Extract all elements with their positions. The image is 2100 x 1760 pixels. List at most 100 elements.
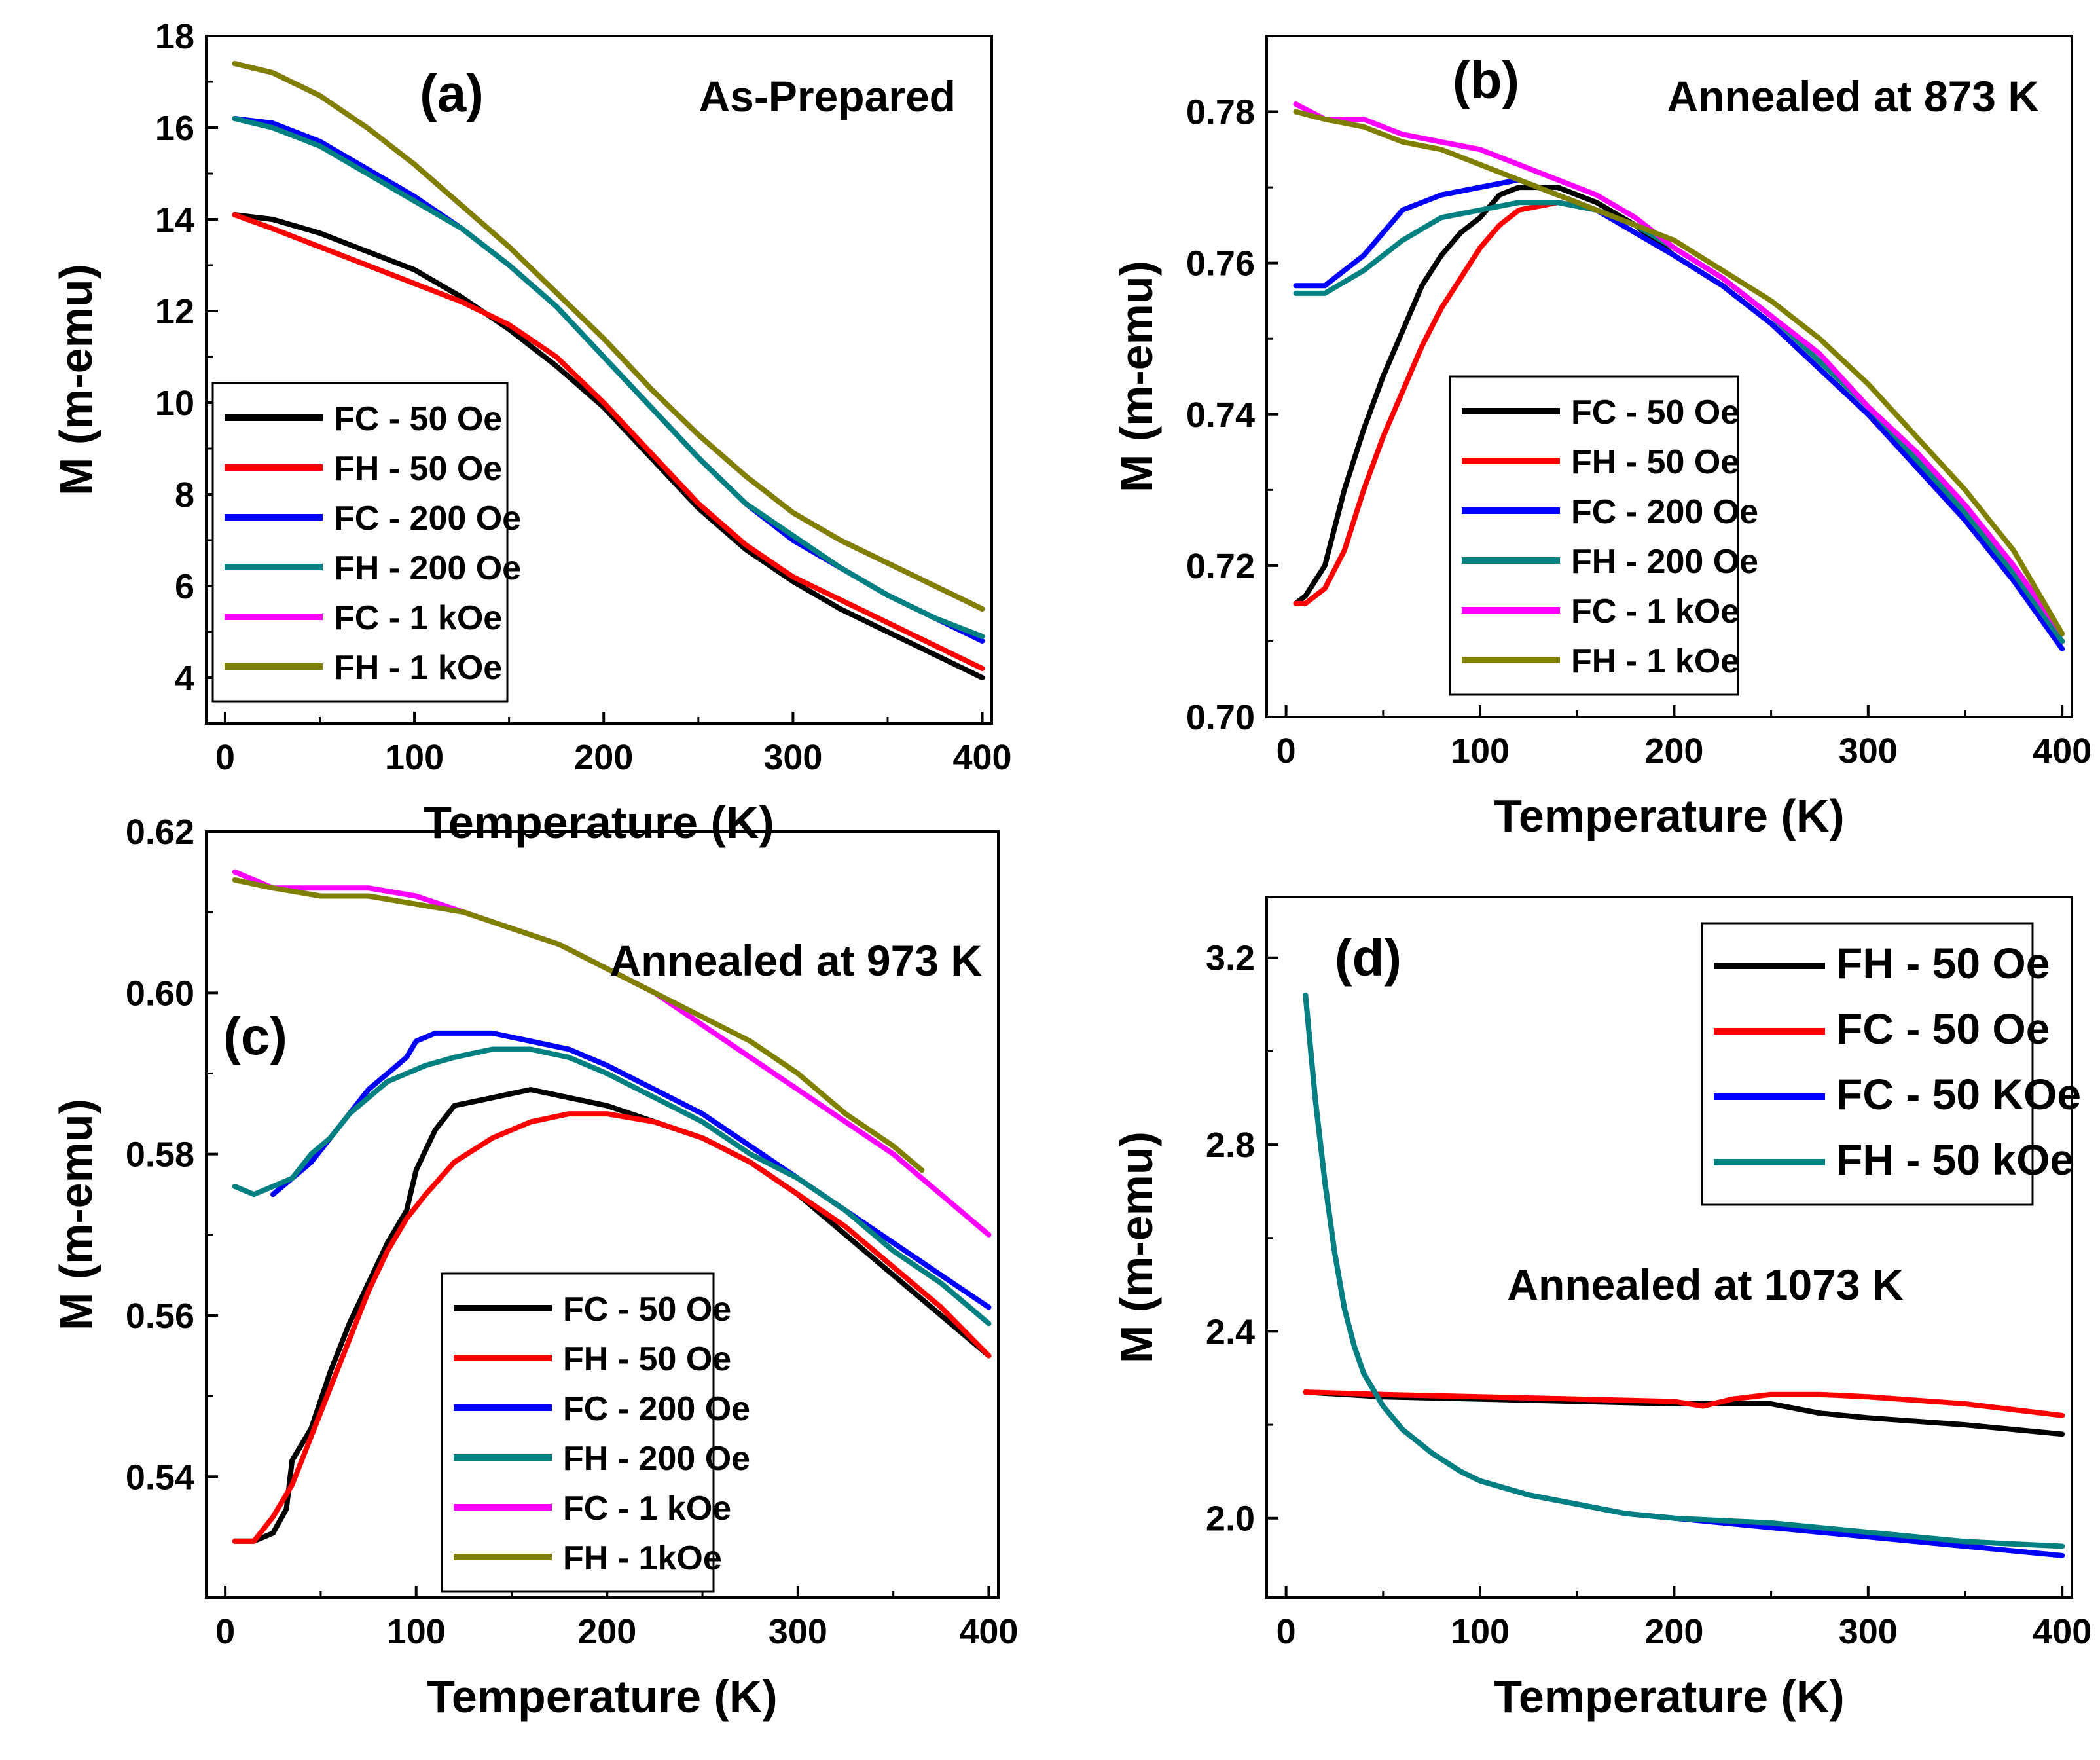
legend-label-a-2: FC - 200 Oe bbox=[334, 500, 521, 538]
legend-label-b-5: FH - 1 kOe bbox=[1571, 642, 1739, 680]
y-axis-label-a: M (m-emu) bbox=[50, 264, 101, 496]
y-tick-label-b: 0.72 bbox=[1186, 547, 1255, 586]
legend-label-d-1: FC - 50 Oe bbox=[1836, 1004, 2050, 1053]
annotation-b: Annealed at 873 K bbox=[1667, 72, 2039, 120]
x-tick-label-a: 0 bbox=[215, 738, 235, 777]
series-line-c-5 bbox=[232, 877, 925, 1173]
x-axis-label-b: Temperature (K) bbox=[1494, 790, 1844, 841]
legend-label-a-3: FH - 200 Oe bbox=[334, 549, 521, 587]
x-tick-label-a: 400 bbox=[952, 738, 1011, 777]
x-axis-label-c: Temperature (K) bbox=[427, 1671, 777, 1722]
x-tick-label-b: 0 bbox=[1276, 731, 1296, 771]
legend-label-c-1: FH - 50 Oe bbox=[563, 1340, 731, 1378]
x-tick-label-d: 100 bbox=[1451, 1612, 1510, 1651]
annotation-a: As-Prepared bbox=[699, 72, 956, 120]
x-tick-label-c: 400 bbox=[959, 1612, 1018, 1651]
annotation-c: Annealed at 973 K bbox=[609, 936, 982, 985]
panel-tag-a: (a) bbox=[420, 64, 484, 122]
y-tick-label-b: 0.76 bbox=[1186, 244, 1255, 284]
legend-label-d-0: FH - 50 Oe bbox=[1836, 939, 2050, 987]
series-line-d-0 bbox=[1303, 1389, 2065, 1437]
y-tick-label-a: 18 bbox=[155, 17, 194, 56]
plot-frame-c bbox=[205, 830, 1000, 1599]
x-tick-label-b: 200 bbox=[1644, 731, 1703, 771]
x-tick-label-a: 200 bbox=[574, 738, 633, 777]
y-tick-label-d: 2.4 bbox=[1206, 1312, 1255, 1351]
plot-frame-b bbox=[1265, 35, 2073, 718]
x-tick-label-c: 0 bbox=[215, 1612, 235, 1651]
y-tick-label-a: 12 bbox=[155, 292, 194, 331]
x-tick-label-c: 100 bbox=[387, 1612, 446, 1651]
y-axis-label-d: M (m-emu) bbox=[1111, 1131, 1162, 1363]
legend-label-b-1: FH - 50 Oe bbox=[1571, 443, 1739, 481]
legend-frame-d bbox=[1701, 922, 2034, 1206]
series-line-a-0 bbox=[232, 212, 985, 680]
x-tick-label-d: 300 bbox=[1839, 1612, 1898, 1651]
legend-label-b-2: FC - 200 Oe bbox=[1571, 493, 1758, 531]
y-tick-label-b: 0.78 bbox=[1186, 93, 1255, 132]
legend-label-c-4: FC - 1 kOe bbox=[563, 1490, 731, 1528]
legend-label-a-0: FC - 50 Oe bbox=[334, 400, 502, 438]
y-tick-label-d: 3.2 bbox=[1206, 939, 1255, 978]
legend-label-b-4: FC - 1 kOe bbox=[1571, 593, 1739, 631]
panel-tag-c: (c) bbox=[223, 1007, 287, 1065]
legend-c: FC - 50 Oe FH - 50 Oe FC - 200 Oe FH - 200 … bbox=[441, 1272, 750, 1593]
x-tick-label-b: 400 bbox=[2033, 731, 2091, 771]
y-tick-label-c: 0.62 bbox=[126, 813, 194, 852]
y-tick-label-c: 0.58 bbox=[126, 1135, 194, 1175]
series-line-a-5 bbox=[232, 61, 985, 612]
legend-label-a-4: FC - 1 kOe bbox=[334, 599, 502, 637]
legend-label-c-0: FC - 50 Oe bbox=[563, 1291, 731, 1329]
panel-b: 0 100 200 300 400 0.70 0.72 0.74 0.76 0.78 Tempera… bbox=[1111, 35, 2091, 841]
legend-d: FH - 50 Oe FC - 50 Oe FC - 50 KOe FH - 50 k… bbox=[1701, 922, 2081, 1206]
legend-label-d-2: FC - 50 KOe bbox=[1836, 1070, 2081, 1118]
series-line-b-4 bbox=[1293, 101, 2065, 636]
series-line-c-4 bbox=[232, 869, 992, 1238]
y-tick-label-b: 0.74 bbox=[1186, 395, 1255, 435]
y-tick-label-c: 0.56 bbox=[126, 1296, 194, 1336]
panel-tag-d: (d) bbox=[1335, 928, 1402, 987]
y-tick-label-a: 10 bbox=[155, 384, 194, 423]
legend-label-d-3: FH - 50 kOe bbox=[1836, 1135, 2074, 1184]
plot-frame-a bbox=[205, 35, 993, 725]
y-tick-label-a: 8 bbox=[175, 475, 194, 515]
panel-a: 0 100 200 300 400 4 6 8 10 12 14 16 18 Temperature (K… bbox=[50, 17, 1012, 848]
legend-label-a-5: FH - 1 kOe bbox=[334, 649, 502, 687]
annotation-d: Annealed at 1073 K bbox=[1507, 1260, 1904, 1309]
panel-d: 0 100 200 300 400 2.0 2.4 2.8 3.2 Temperature (K)… bbox=[1111, 896, 2091, 1722]
y-axis-label-c: M (m-emu) bbox=[50, 1099, 101, 1330]
series-line-a-1 bbox=[232, 212, 985, 671]
legend-label-c-5: FH - 1kOe bbox=[563, 1539, 722, 1577]
y-tick-label-c: 0.54 bbox=[126, 1458, 194, 1497]
series-line-a-3 bbox=[232, 116, 985, 639]
panel-c: 0 100 200 300 400 0.54 0.56 0.58 0.60 0.62 Tempera… bbox=[50, 813, 1018, 1722]
x-tick-label-d: 0 bbox=[1276, 1612, 1296, 1651]
y-tick-label-a: 16 bbox=[155, 109, 194, 148]
plot-frame-d bbox=[1265, 896, 2073, 1599]
legend-label-c-3: FH - 200 Oe bbox=[563, 1440, 750, 1478]
x-tick-label-b: 100 bbox=[1451, 731, 1510, 771]
x-tick-label-c: 200 bbox=[577, 1612, 636, 1651]
x-tick-label-c: 300 bbox=[769, 1612, 827, 1651]
legend-frame-c bbox=[441, 1272, 715, 1593]
legend-label-a-1: FH - 50 Oe bbox=[334, 450, 502, 488]
x-tick-label-a: 100 bbox=[385, 738, 444, 777]
x-tick-label-d: 400 bbox=[2033, 1612, 2091, 1651]
series-line-d-3 bbox=[1303, 992, 2065, 1549]
x-axis-label-d: Temperature (K) bbox=[1494, 1671, 1844, 1722]
series-line-b-2 bbox=[1293, 177, 2065, 651]
y-tick-label-a: 4 bbox=[175, 659, 194, 698]
x-axis-label-a: Temperature (K) bbox=[424, 797, 774, 848]
y-tick-label-b: 0.70 bbox=[1186, 698, 1255, 737]
legend-label-b-0: FC - 50 Oe bbox=[1571, 394, 1739, 431]
legend-a: FC - 50 Oe FH - 50 Oe FC - 200 Oe FH - 200 … bbox=[211, 382, 521, 703]
legend-frame-a bbox=[211, 382, 509, 703]
y-tick-label-c: 0.60 bbox=[126, 974, 194, 1013]
series-line-b-5 bbox=[1293, 109, 2065, 636]
x-tick-label-d: 200 bbox=[1644, 1612, 1703, 1651]
y-tick-label-d: 2.0 bbox=[1206, 1499, 1255, 1539]
y-tick-label-d: 2.8 bbox=[1206, 1126, 1255, 1165]
series-line-d-1 bbox=[1303, 1389, 2065, 1418]
legend-label-c-2: FC - 200 Oe bbox=[563, 1390, 750, 1428]
